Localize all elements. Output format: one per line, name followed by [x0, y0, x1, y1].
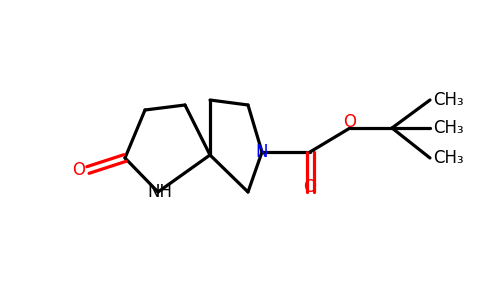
Text: O: O	[344, 113, 357, 131]
Text: N: N	[256, 143, 268, 161]
Text: O: O	[303, 178, 317, 196]
Text: CH₃: CH₃	[433, 149, 464, 167]
Text: NH: NH	[148, 183, 172, 201]
Text: O: O	[73, 161, 86, 179]
Text: CH₃: CH₃	[433, 119, 464, 137]
Text: CH₃: CH₃	[433, 91, 464, 109]
